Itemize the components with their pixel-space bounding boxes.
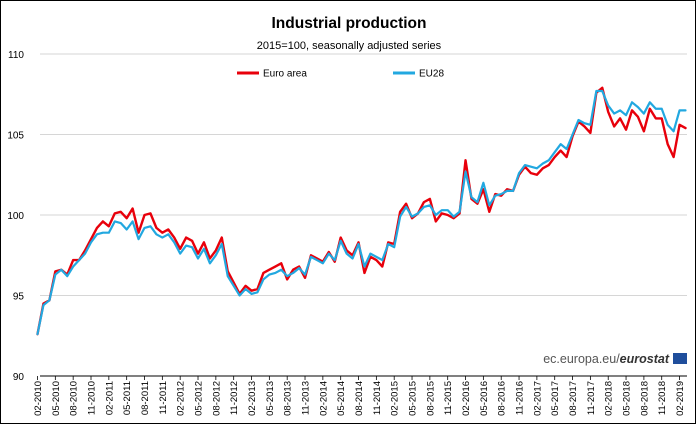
x-tick-label: 02-2010 bbox=[33, 381, 44, 416]
x-axis-tick-labels: 02-2010 05-2010 08-2010 11-2010 02-2011 05-20… bbox=[33, 381, 686, 416]
legend-label-euro-area: Euro area bbox=[263, 69, 307, 80]
x-tick-label: 11-2014 bbox=[372, 381, 383, 415]
x-tick-label: 02-2013 bbox=[247, 381, 258, 416]
y-tick-label: 90 bbox=[13, 372, 25, 383]
legend-label-eu28: EU28 bbox=[419, 69, 444, 80]
x-tick-label: 08-2017 bbox=[568, 381, 579, 416]
x-tick-label: 08-2011 bbox=[140, 381, 151, 415]
x-tick-label: 05-2010 bbox=[51, 381, 62, 416]
x-tick-label: 08-2018 bbox=[639, 381, 650, 416]
x-tick-label: 05-2018 bbox=[622, 381, 633, 416]
y-tick-label: 105 bbox=[7, 131, 24, 142]
x-tick-label: 08-2010 bbox=[69, 381, 80, 416]
y-tick-label: 100 bbox=[7, 211, 24, 222]
chart-subtitle: 2015=100, seasonally adjusted series bbox=[257, 40, 442, 52]
x-tick-label: 11-2011 bbox=[158, 381, 169, 414]
x-tick-label: 05-2011 bbox=[122, 381, 133, 415]
source-brand: eurostat bbox=[620, 352, 670, 366]
x-tick-label: 05-2017 bbox=[550, 381, 561, 416]
x-tick-label: 02-2011 bbox=[104, 381, 115, 415]
x-axis-ticks bbox=[37, 376, 680, 380]
y-axis-tick-labels: 90 95 100 105 110 bbox=[7, 50, 24, 383]
x-tick-label: 02-2012 bbox=[176, 381, 187, 416]
x-tick-label: 02-2017 bbox=[532, 381, 543, 416]
x-tick-label: 11-2013 bbox=[301, 381, 312, 415]
x-tick-label: 02-2018 bbox=[604, 381, 615, 416]
x-tick-label: 05-2012 bbox=[194, 381, 205, 416]
y-tick-label: 95 bbox=[13, 292, 25, 303]
source-credit: ec.europa.eu/eurostat bbox=[543, 352, 687, 366]
legend: Euro area EU28 bbox=[237, 69, 444, 80]
x-tick-label: 02-2015 bbox=[390, 381, 401, 416]
x-tick-label: 11-2016 bbox=[515, 381, 526, 415]
x-tick-label: 05-2015 bbox=[408, 381, 419, 416]
x-tick-label: 08-2014 bbox=[354, 381, 365, 416]
chart-title: Industrial production bbox=[272, 15, 427, 32]
series-lines bbox=[36, 86, 687, 336]
x-tick-label: 11-2015 bbox=[443, 381, 454, 415]
source-text: ec.europa.eu/eurostat bbox=[543, 352, 670, 366]
series-line-eu28 bbox=[36, 89, 687, 336]
x-tick-label: 05-2013 bbox=[265, 381, 276, 416]
source-url-prefix: ec.europa.eu/ bbox=[543, 352, 620, 366]
x-tick-label: 08-2012 bbox=[211, 381, 222, 416]
x-tick-label: 08-2015 bbox=[425, 381, 436, 416]
x-tick-label: 02-2019 bbox=[675, 381, 686, 416]
x-tick-label: 11-2010 bbox=[87, 381, 98, 415]
x-tick-label: 05-2014 bbox=[336, 381, 347, 416]
y-tick-label: 110 bbox=[8, 50, 24, 61]
eurostat-flag-icon bbox=[673, 353, 687, 364]
x-tick-label: 05-2016 bbox=[479, 381, 490, 416]
x-tick-label: 02-2016 bbox=[461, 381, 472, 416]
x-tick-label: 08-2013 bbox=[283, 381, 294, 416]
x-tick-label: 11-2017 bbox=[586, 381, 597, 415]
x-tick-label: 02-2014 bbox=[318, 381, 329, 416]
x-tick-label: 11-2018 bbox=[657, 381, 668, 415]
x-tick-label: 11-2012 bbox=[229, 381, 240, 415]
x-tick-label: 08-2016 bbox=[497, 381, 508, 416]
